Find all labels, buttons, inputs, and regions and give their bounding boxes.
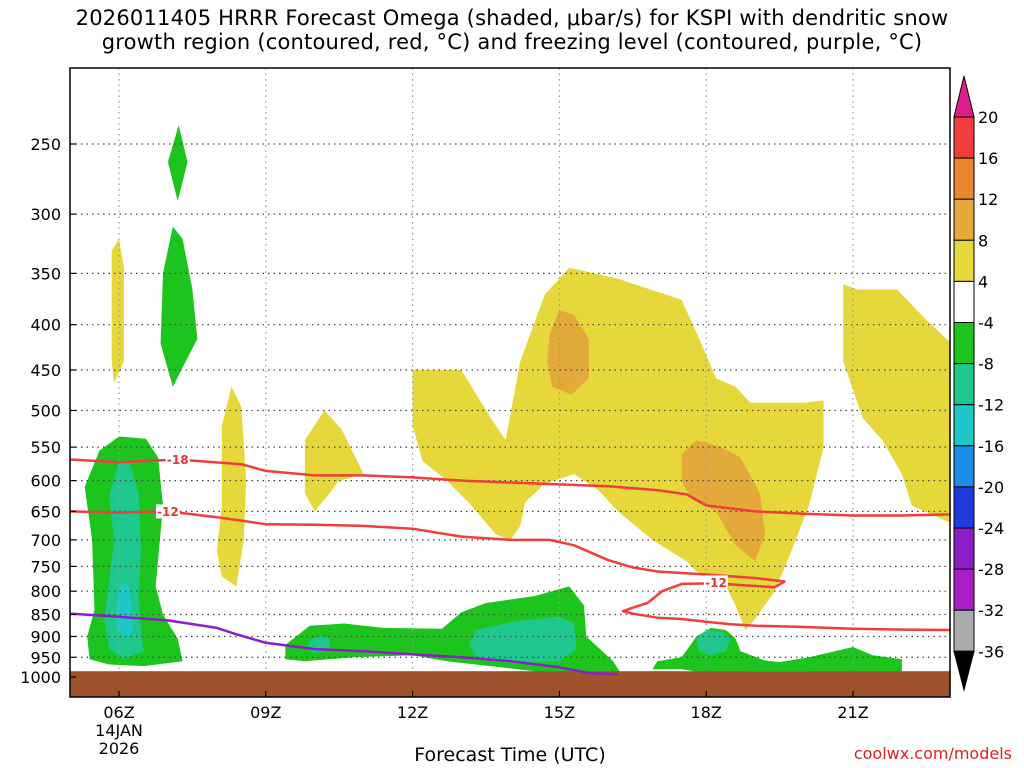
colorbar-band-8 [953,445,975,488]
colorbar-label-4: 4 [978,272,988,291]
colorbar-label-20: 20 [978,108,998,127]
colorbar-label-12: 12 [978,190,998,209]
contour-label-bg-minus-12-label [703,575,728,590]
colorbar-label--16: -16 [978,437,1004,456]
credit-link[interactable]: coolwx.com/models [853,744,1012,763]
omega-region-yellow-10z [304,410,364,512]
colorbar-top-arrow [953,75,975,118]
colorbar: 20 16 12 8 4 -4 -8 -12 -16 -20 -24 -28 -32 -36 [953,75,1004,692]
colorbar-label--12: -12 [978,396,1004,415]
colorbar-label--8: -8 [978,355,994,374]
colorbar-band-0 [953,116,975,159]
y-tick-label-450: 450 [30,361,61,380]
y-tick-label-1000: 1000 [20,668,61,687]
contour-freezing-level [70,612,619,676]
x-tick-label-09Z: 09Z [250,703,281,722]
y-tick-label-350: 350 [30,264,61,283]
x-tick-label-12Z: 12Z [397,703,428,722]
x-axis-title: Forecast Time (UTC) [414,744,606,766]
colorbar-label--28: -28 [978,560,1004,579]
colorbar-band-4 [953,280,975,323]
y-tick-label-400: 400 [30,316,61,335]
y-tick-label-600: 600 [30,472,61,491]
y-tick-label-300: 300 [30,205,61,224]
y-tick-label-650: 650 [30,502,61,521]
contour-labels: -18 -12 -12 [155,452,728,590]
contour-minus-18-isotherm [70,458,950,517]
colorbar-label--24: -24 [978,519,1004,538]
omega-region-orange-15z [547,310,589,395]
omega-region-teal-late-mid [468,616,577,664]
contour-label-minus-12-label: -12 [705,576,727,590]
omega-region-yellow-early-thin [111,238,124,383]
x-tick-label-15Z: 15Z [544,703,575,722]
colorbar-band-2 [953,198,975,241]
omega-region-orange-18z [681,440,765,562]
contour-label-minus-12-isotherm-upper: -12 [157,505,179,519]
omega-region-teal-early-core [104,460,144,660]
omega-region-cyan-early-core [116,581,134,639]
contour-label-bg-minus-18-isotherm [165,452,190,467]
omega-region-green-hi-long [160,226,198,387]
contour-minus-12-isotherm-upper [70,510,950,632]
colorbar-band-1 [953,157,975,200]
grid-lines [70,68,950,697]
colorbar-band-3 [953,239,975,282]
title-line-2: growth region (contoured, red, °C) and f… [101,30,923,54]
omega-region-green-18z [652,627,902,674]
colorbar-label-8: 8 [978,231,988,250]
omega-region-teal-18z [696,630,731,656]
colorbar-band-9 [953,486,975,529]
x-tick-label-18Z: 18Z [691,703,722,722]
x-tick-sublabel-2026: 2026 [99,739,140,758]
y-tick-label-700: 700 [30,531,61,550]
colorbar-band-7 [953,404,975,447]
colorbar-bottom-arrow [953,650,975,692]
x-tick-sublabel-14JAN: 14JAN [95,721,143,740]
colorbar-band-11 [953,568,975,611]
y-tick-label-750: 750 [30,557,61,576]
contour-lines [70,458,950,676]
title-line-1: 2026011405 HRRR Forecast Omega (shaded, … [75,6,949,30]
y-tick-label-550: 550 [30,438,61,457]
colorbar-label--20: -20 [978,478,1004,497]
y-axis: 250 300 350 400 450 500 550 600 650 700 750 800 850 9… [20,135,76,687]
y-tick-label-850: 850 [30,606,61,625]
x-tick-label-06Z: 06Z [103,703,134,722]
omega-region-yellow-21z [843,284,950,523]
contour-label-minus-18-isotherm: -18 [167,453,189,467]
plot-frame [69,67,951,698]
contour-label-bg-minus-12-isotherm-upper [155,504,180,519]
y-tick-label-900: 900 [30,627,61,646]
omega-region-yellow-8z [216,386,247,587]
y-tick-label-500: 500 [30,402,61,421]
colorbar-band-10 [953,527,975,570]
colorbar-label--4: -4 [978,314,994,333]
ground-surface [70,671,950,697]
colorbar-label-16: 16 [978,149,998,168]
y-tick-label-250: 250 [30,135,61,154]
colorbar-label--36: -36 [978,642,1004,661]
colorbar-band-5 [953,322,975,365]
omega-shaded-regions [84,125,950,677]
colorbar-band-12 [953,609,975,652]
omega-region-green-hi-small [167,125,188,202]
colorbar-label--32: -32 [978,601,1004,620]
chart-title: 2026011405 HRRR Forecast Omega (shaded, … [0,6,1024,54]
omega-region-yellow-main [412,267,824,630]
colorbar-band-6 [953,363,975,406]
y-tick-label-950: 950 [30,648,61,667]
y-tick-label-800: 800 [30,582,61,601]
x-tick-label-21Z: 21Z [837,703,868,722]
